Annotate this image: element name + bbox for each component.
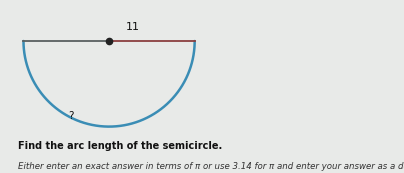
Text: Find the arc length of the semicircle.: Find the arc length of the semicircle. xyxy=(18,141,223,151)
Text: 11: 11 xyxy=(126,22,140,33)
Text: Either enter an exact answer in terms of π or use 3.14 for π and enter your answ: Either enter an exact answer in terms of… xyxy=(18,162,404,171)
Text: ?: ? xyxy=(68,111,73,121)
